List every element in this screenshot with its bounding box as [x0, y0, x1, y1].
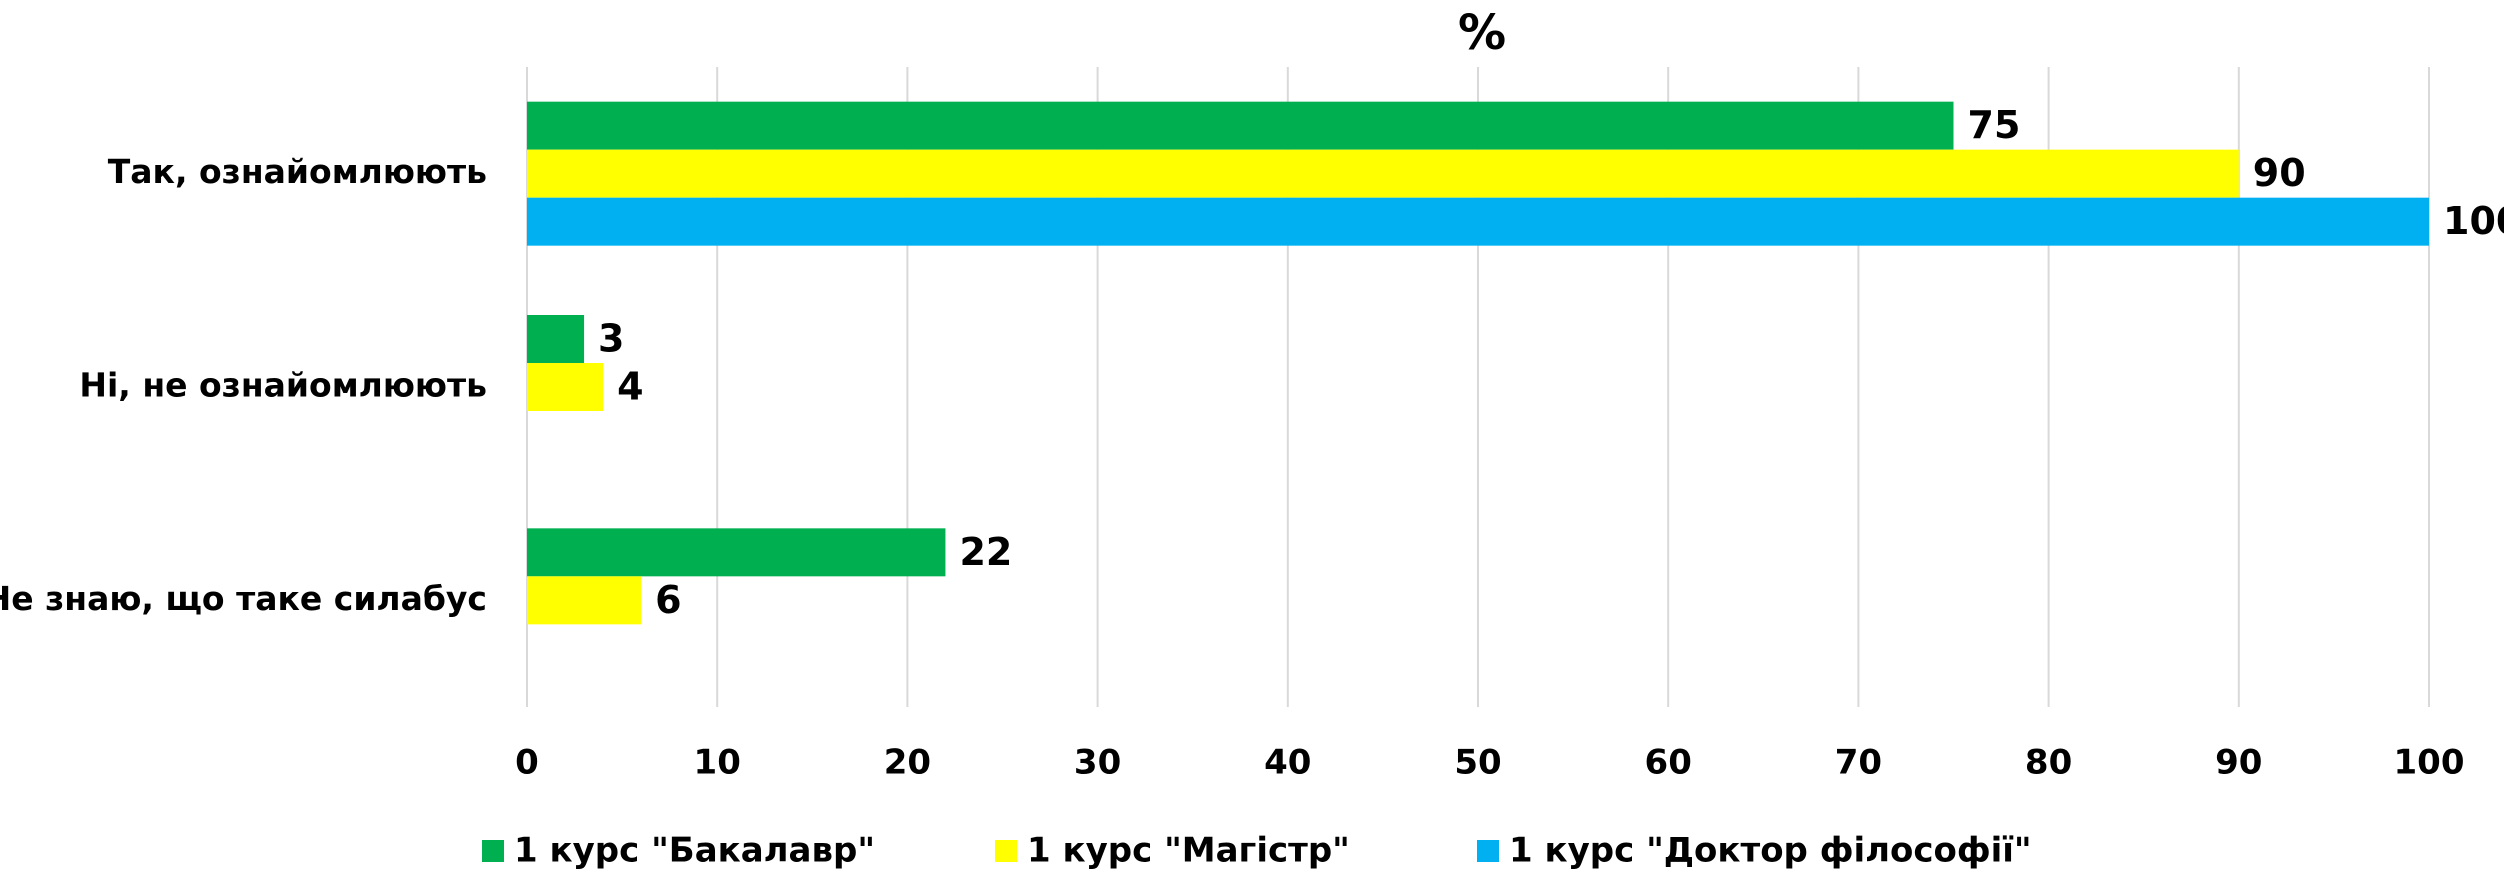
data-label: 22: [959, 530, 1012, 574]
y-tick-label: Не знаю, що таке силабус: [0, 579, 487, 618]
x-tick-label: 10: [694, 743, 741, 783]
y-tick-label: Так, ознайомлюють: [108, 152, 487, 191]
data-label: 4: [617, 365, 643, 409]
bar: [527, 363, 604, 411]
bar: [527, 149, 2239, 198]
bar: [527, 528, 946, 577]
x-tick-label: 60: [1645, 743, 1692, 783]
x-tick-label: 40: [1264, 743, 1311, 783]
chart-title: %: [1458, 5, 1506, 61]
x-tick-label: 30: [1074, 743, 1121, 783]
legend-swatch: [482, 840, 504, 862]
data-label: 6: [655, 578, 681, 622]
x-tick-label: 20: [884, 743, 931, 783]
legend-swatch: [995, 840, 1017, 862]
legend-label: 1 курс "Магістр": [1027, 831, 1350, 871]
data-label: 90: [2253, 151, 2306, 195]
x-tick-label: 0: [515, 743, 539, 783]
bar: [527, 197, 2429, 246]
bar: [527, 101, 1954, 150]
x-tick-label: 70: [1835, 743, 1882, 783]
data-label: 3: [598, 317, 624, 361]
legend-label: 1 курс "Бакалавр": [514, 831, 875, 871]
data-label: 100: [2443, 199, 2504, 243]
y-tick-label: Ні, не ознайомлюють: [79, 366, 487, 405]
x-tick-label: 80: [2025, 743, 2072, 783]
bar: [527, 576, 642, 625]
x-tick-label: 50: [1454, 743, 1501, 783]
data-label: 75: [1968, 103, 2021, 147]
legend-label: 1 курс "Доктор філософії": [1509, 831, 2032, 871]
x-tick-label: 90: [2215, 743, 2262, 783]
x-tick-label: 100: [2394, 743, 2465, 783]
legend-swatch: [1477, 840, 1499, 862]
bar: [527, 315, 585, 363]
